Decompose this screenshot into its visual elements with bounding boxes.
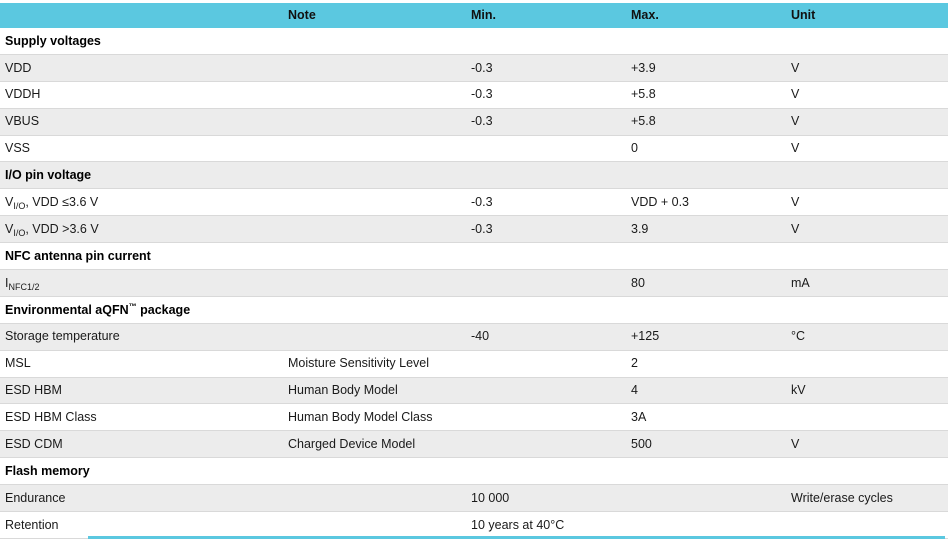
cell-unit: V [791, 87, 800, 102]
cell-parameter: INFC1/2 [5, 275, 40, 292]
cell-unit: V [791, 141, 800, 156]
cell-unit: V [791, 437, 800, 452]
cell-note: Human Body Model Class [288, 410, 433, 425]
cell-unit: °C [791, 329, 806, 344]
cell-max: +125 [631, 329, 660, 344]
section-header-row: NFC antenna pin current [0, 243, 948, 271]
header-cell-min: Min. [471, 8, 496, 23]
cell-parameter: VI/O, VDD >3.6 V [5, 221, 99, 238]
cell-parameter: VI/O, VDD ≤3.6 V [5, 195, 99, 212]
table-row: ESD HBM Human Body Model 4 kV [0, 377, 948, 405]
cell-max: +5.8 [631, 114, 656, 129]
cell-parameter: ESD HBM Class [5, 410, 97, 425]
cell-unit: mA [791, 275, 810, 290]
cell-note: Human Body Model [288, 383, 398, 398]
cell-max: 2 [631, 356, 638, 371]
table-row: ESD HBM Class Human Body Model Class 3A [0, 404, 948, 432]
table-row: Storage temperature -40 +125 °C [0, 323, 948, 351]
header-cell-max: Max. [631, 8, 659, 23]
cell-max: +5.8 [631, 87, 656, 102]
cell-parameter: Environmental aQFN™ package [5, 301, 191, 317]
cell-parameter: Supply voltages [5, 33, 101, 48]
table-row: VBUS -0.3 +5.8 V [0, 108, 948, 136]
section-header-row: I/O pin voltage [0, 162, 948, 190]
cell-max: 3.9 [631, 221, 649, 236]
cell-max: 500 [631, 437, 652, 452]
table-body: Supply voltages VDD -0.3 +3.9 V VDDH -0.3 +5.8 V… [0, 28, 948, 539]
cell-parameter: VBUS [5, 114, 40, 129]
cell-note: Moisture Sensitivity Level [288, 356, 430, 371]
cell-note: Charged Device Model [288, 437, 416, 452]
cell-max: +3.9 [631, 60, 656, 75]
table-row: INFC1/2 80 mA [0, 270, 948, 297]
cell-unit: kV [791, 383, 806, 398]
absolute-maximum-ratings-table: Note Min. Max. Unit Supply voltages VDD -0… [0, 3, 948, 539]
table-header-row: Note Min. Max. Unit [0, 3, 948, 28]
table-bottom-border [88, 536, 945, 539]
header-cell-note: Note [288, 8, 316, 23]
cell-max: 3A [631, 410, 647, 425]
cell-unit: V [791, 114, 800, 129]
table-row: VDD -0.3 +3.9 V [0, 54, 948, 82]
table-row: MSL Moisture Sensitivity Level 2 [0, 350, 948, 378]
cell-min: -0.3 [471, 114, 493, 129]
cell-min: -0.3 [471, 221, 493, 236]
cell-parameter: NFC antenna pin current [5, 248, 151, 263]
cell-min: 10 000 [471, 490, 510, 505]
section-header-row: Environmental aQFN™ package [0, 296, 948, 324]
table-row: VI/O, VDD >3.6 V -0.3 3.9 V [0, 216, 948, 244]
cell-max: 80 [631, 275, 645, 290]
table-row: VI/O, VDD ≤3.6 V -0.3 VDD + 0.3 V [0, 189, 948, 217]
cell-min: -0.3 [471, 87, 493, 102]
cell-max: 0 [631, 141, 638, 156]
cell-max: VDD + 0.3 [631, 195, 690, 210]
cell-parameter: VSS [5, 141, 31, 156]
table-row: VSS 0 V [0, 135, 948, 163]
cell-parameter: VDDH [5, 87, 41, 102]
cell-parameter: I/O pin voltage [5, 168, 92, 183]
cell-parameter: ESD CDM [5, 437, 63, 452]
section-header-row: Flash memory [0, 458, 948, 486]
cell-max: 4 [631, 383, 638, 398]
table-row: Endurance 10 000 Write/erase cycles [0, 485, 948, 513]
cell-unit: V [791, 60, 800, 75]
cell-unit: Write/erase cycles [791, 490, 893, 505]
cell-unit: V [791, 221, 800, 236]
cell-parameter: Storage temperature [5, 329, 120, 344]
cell-parameter: ESD HBM [5, 383, 62, 398]
cell-parameter: Retention [5, 517, 59, 532]
cell-parameter: VDD [5, 60, 32, 75]
cell-min: -0.3 [471, 195, 493, 210]
table-row: VDDH -0.3 +5.8 V [0, 81, 948, 109]
table-row: Retention 10 years at 40°C [0, 512, 948, 539]
table-row: ESD CDM Charged Device Model 500 V [0, 431, 948, 459]
header-cell-unit: Unit [791, 8, 816, 23]
cell-unit: V [791, 195, 800, 210]
cell-parameter: MSL [5, 356, 31, 371]
section-header-row: Supply voltages [0, 28, 948, 55]
cell-parameter: Flash memory [5, 463, 90, 478]
cell-min: 10 years at 40°C [471, 517, 565, 532]
cell-min: -40 [471, 329, 490, 344]
cell-min: -0.3 [471, 60, 493, 75]
cell-parameter: Endurance [5, 490, 66, 505]
